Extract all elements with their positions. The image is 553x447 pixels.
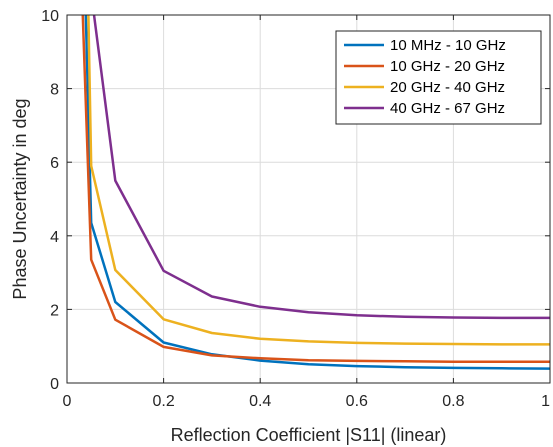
plot-frame: [66, 14, 551, 384]
legend-label: 10 GHz - 20 GHz: [390, 58, 505, 75]
legend-label: 20 GHz - 40 GHz: [390, 79, 505, 96]
x-tick-label: 0.4: [249, 393, 271, 410]
x-tick-label: 0.2: [152, 393, 174, 410]
y-tick-label: 6: [50, 155, 59, 172]
series-lines: [81, 15, 550, 370]
x-tick-label: 0.6: [346, 393, 368, 410]
x-tick-label: 1: [541, 393, 550, 410]
x-tick-label: 0.8: [442, 393, 464, 410]
series-line-1: [84, 15, 550, 370]
y-axis-label: Phase Uncertainty in deg: [10, 98, 30, 299]
y-tick-label: 2: [50, 302, 59, 319]
y-tick-label: 4: [50, 229, 59, 246]
series-line-4: [92, 15, 550, 320]
y-tick-label: 8: [50, 82, 59, 99]
series-line-3: [87, 15, 550, 346]
y-tick-label: 0: [50, 376, 59, 393]
x-axis-label: Reflection Coefficient |S11| (linear): [171, 425, 447, 445]
legend-label: 40 GHz - 67 GHz: [390, 100, 505, 117]
y-tick-label: 10: [41, 8, 59, 25]
x-tick-label: 0: [63, 393, 72, 410]
legend: 10 MHz - 10 GHz 10 GHz - 20 GHz 20 GHz - 4…: [335, 30, 542, 125]
legend-label: 10 MHz - 10 GHz: [390, 37, 506, 54]
series-line-2: [81, 15, 550, 363]
